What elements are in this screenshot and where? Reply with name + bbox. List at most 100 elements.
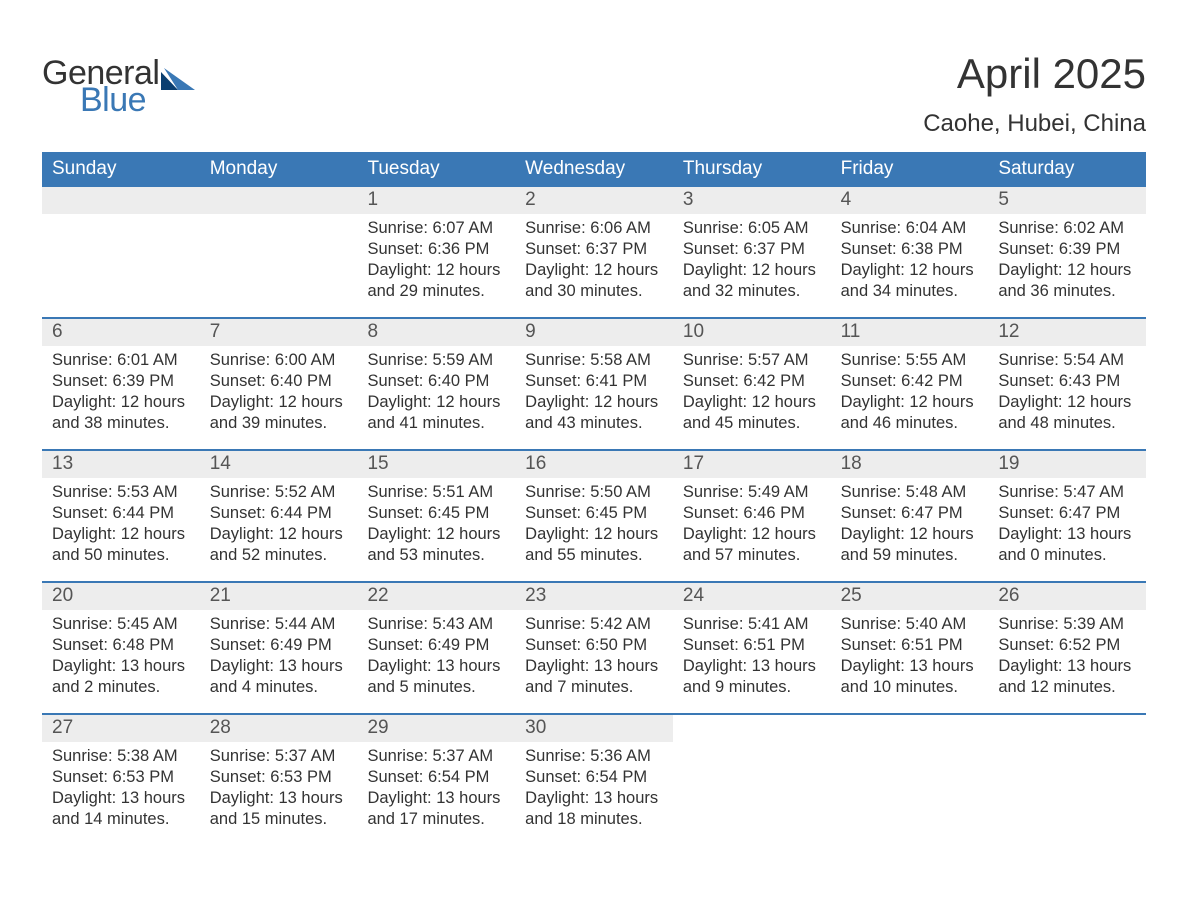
detail-sunrise: Sunrise: 5:42 AM xyxy=(525,614,663,635)
day-details: Sunrise: 6:01 AMSunset: 6:39 PMDaylight:… xyxy=(42,346,200,434)
date-number: 27 xyxy=(42,715,200,742)
detail-sunrise: Sunrise: 5:37 AM xyxy=(210,746,348,767)
day-cell xyxy=(988,715,1146,845)
detail-daylight2: and 38 minutes. xyxy=(52,413,190,434)
detail-sunrise: Sunrise: 6:05 AM xyxy=(683,218,821,239)
detail-daylight2: and 32 minutes. xyxy=(683,281,821,302)
detail-sunrise: Sunrise: 5:38 AM xyxy=(52,746,190,767)
detail-sunset: Sunset: 6:36 PM xyxy=(367,239,505,260)
detail-daylight2: and 12 minutes. xyxy=(998,677,1136,698)
detail-sunset: Sunset: 6:44 PM xyxy=(52,503,190,524)
detail-sunset: Sunset: 6:39 PM xyxy=(998,239,1136,260)
detail-daylight1: Daylight: 12 hours xyxy=(998,260,1136,281)
detail-sunset: Sunset: 6:49 PM xyxy=(210,635,348,656)
detail-sunset: Sunset: 6:51 PM xyxy=(683,635,821,656)
detail-sunrise: Sunrise: 5:44 AM xyxy=(210,614,348,635)
detail-sunrise: Sunrise: 5:50 AM xyxy=(525,482,663,503)
detail-sunrise: Sunrise: 6:06 AM xyxy=(525,218,663,239)
detail-daylight1: Daylight: 12 hours xyxy=(841,524,979,545)
date-number xyxy=(831,715,989,742)
day-cell: 2Sunrise: 6:06 AMSunset: 6:37 PMDaylight… xyxy=(515,187,673,317)
date-number: 4 xyxy=(831,187,989,214)
detail-sunset: Sunset: 6:38 PM xyxy=(841,239,979,260)
detail-sunrise: Sunrise: 5:43 AM xyxy=(367,614,505,635)
detail-daylight2: and 0 minutes. xyxy=(998,545,1136,566)
detail-sunrise: Sunrise: 5:36 AM xyxy=(525,746,663,767)
date-number: 15 xyxy=(357,451,515,478)
day-details: Sunrise: 5:48 AMSunset: 6:47 PMDaylight:… xyxy=(831,478,989,566)
detail-daylight1: Daylight: 12 hours xyxy=(683,392,821,413)
day-details: Sunrise: 5:51 AMSunset: 6:45 PMDaylight:… xyxy=(357,478,515,566)
date-number: 19 xyxy=(988,451,1146,478)
week-row: 6Sunrise: 6:01 AMSunset: 6:39 PMDaylight… xyxy=(42,317,1146,449)
day-cell: 29Sunrise: 5:37 AMSunset: 6:54 PMDayligh… xyxy=(357,715,515,845)
detail-sunset: Sunset: 6:51 PM xyxy=(841,635,979,656)
day-cell: 27Sunrise: 5:38 AMSunset: 6:53 PMDayligh… xyxy=(42,715,200,845)
detail-daylight2: and 53 minutes. xyxy=(367,545,505,566)
day-cell: 23Sunrise: 5:42 AMSunset: 6:50 PMDayligh… xyxy=(515,583,673,713)
day-cell: 30Sunrise: 5:36 AMSunset: 6:54 PMDayligh… xyxy=(515,715,673,845)
detail-sunset: Sunset: 6:45 PM xyxy=(525,503,663,524)
day-details: Sunrise: 5:47 AMSunset: 6:47 PMDaylight:… xyxy=(988,478,1146,566)
date-number: 12 xyxy=(988,319,1146,346)
date-number: 17 xyxy=(673,451,831,478)
day-cell: 7Sunrise: 6:00 AMSunset: 6:40 PMDaylight… xyxy=(200,319,358,449)
detail-sunrise: Sunrise: 6:02 AM xyxy=(998,218,1136,239)
detail-daylight1: Daylight: 12 hours xyxy=(841,260,979,281)
detail-daylight1: Daylight: 13 hours xyxy=(841,656,979,677)
day-header: Thursday xyxy=(673,152,831,187)
detail-sunset: Sunset: 6:54 PM xyxy=(525,767,663,788)
detail-daylight2: and 36 minutes. xyxy=(998,281,1136,302)
detail-daylight2: and 43 minutes. xyxy=(525,413,663,434)
day-cell: 20Sunrise: 5:45 AMSunset: 6:48 PMDayligh… xyxy=(42,583,200,713)
detail-sunset: Sunset: 6:49 PM xyxy=(367,635,505,656)
detail-daylight2: and 45 minutes. xyxy=(683,413,821,434)
day-cell: 15Sunrise: 5:51 AMSunset: 6:45 PMDayligh… xyxy=(357,451,515,581)
detail-daylight2: and 5 minutes. xyxy=(367,677,505,698)
detail-daylight1: Daylight: 13 hours xyxy=(210,788,348,809)
day-cell xyxy=(673,715,831,845)
day-details: Sunrise: 6:05 AMSunset: 6:37 PMDaylight:… xyxy=(673,214,831,302)
detail-sunrise: Sunrise: 5:40 AM xyxy=(841,614,979,635)
day-details: Sunrise: 5:49 AMSunset: 6:46 PMDaylight:… xyxy=(673,478,831,566)
day-cell: 16Sunrise: 5:50 AMSunset: 6:45 PMDayligh… xyxy=(515,451,673,581)
date-number: 26 xyxy=(988,583,1146,610)
detail-daylight2: and 18 minutes. xyxy=(525,809,663,830)
day-cell: 3Sunrise: 6:05 AMSunset: 6:37 PMDaylight… xyxy=(673,187,831,317)
day-cell: 21Sunrise: 5:44 AMSunset: 6:49 PMDayligh… xyxy=(200,583,358,713)
detail-sunrise: Sunrise: 5:47 AM xyxy=(998,482,1136,503)
detail-daylight1: Daylight: 13 hours xyxy=(998,524,1136,545)
detail-daylight2: and 17 minutes. xyxy=(367,809,505,830)
date-number: 23 xyxy=(515,583,673,610)
detail-sunrise: Sunrise: 5:59 AM xyxy=(367,350,505,371)
day-cell: 22Sunrise: 5:43 AMSunset: 6:49 PMDayligh… xyxy=(357,583,515,713)
day-header: Sunday xyxy=(42,152,200,187)
day-cell: 1Sunrise: 6:07 AMSunset: 6:36 PMDaylight… xyxy=(357,187,515,317)
detail-daylight1: Daylight: 13 hours xyxy=(367,656,505,677)
day-cell: 6Sunrise: 6:01 AMSunset: 6:39 PMDaylight… xyxy=(42,319,200,449)
detail-daylight2: and 30 minutes. xyxy=(525,281,663,302)
detail-daylight2: and 14 minutes. xyxy=(52,809,190,830)
date-number: 21 xyxy=(200,583,358,610)
detail-sunset: Sunset: 6:45 PM xyxy=(367,503,505,524)
detail-daylight2: and 52 minutes. xyxy=(210,545,348,566)
detail-daylight2: and 2 minutes. xyxy=(52,677,190,698)
detail-sunset: Sunset: 6:39 PM xyxy=(52,371,190,392)
location-subtitle: Caohe, Hubei, China xyxy=(923,110,1146,138)
day-details: Sunrise: 5:52 AMSunset: 6:44 PMDaylight:… xyxy=(200,478,358,566)
date-number: 7 xyxy=(200,319,358,346)
date-number: 13 xyxy=(42,451,200,478)
date-number: 11 xyxy=(831,319,989,346)
detail-sunset: Sunset: 6:41 PM xyxy=(525,371,663,392)
day-cell: 19Sunrise: 5:47 AMSunset: 6:47 PMDayligh… xyxy=(988,451,1146,581)
day-details: Sunrise: 5:59 AMSunset: 6:40 PMDaylight:… xyxy=(357,346,515,434)
date-number: 9 xyxy=(515,319,673,346)
date-number: 10 xyxy=(673,319,831,346)
detail-daylight1: Daylight: 12 hours xyxy=(210,524,348,545)
detail-sunset: Sunset: 6:47 PM xyxy=(998,503,1136,524)
detail-daylight2: and 41 minutes. xyxy=(367,413,505,434)
detail-daylight1: Daylight: 12 hours xyxy=(52,524,190,545)
detail-daylight2: and 46 minutes. xyxy=(841,413,979,434)
detail-sunset: Sunset: 6:52 PM xyxy=(998,635,1136,656)
day-details: Sunrise: 5:42 AMSunset: 6:50 PMDaylight:… xyxy=(515,610,673,698)
